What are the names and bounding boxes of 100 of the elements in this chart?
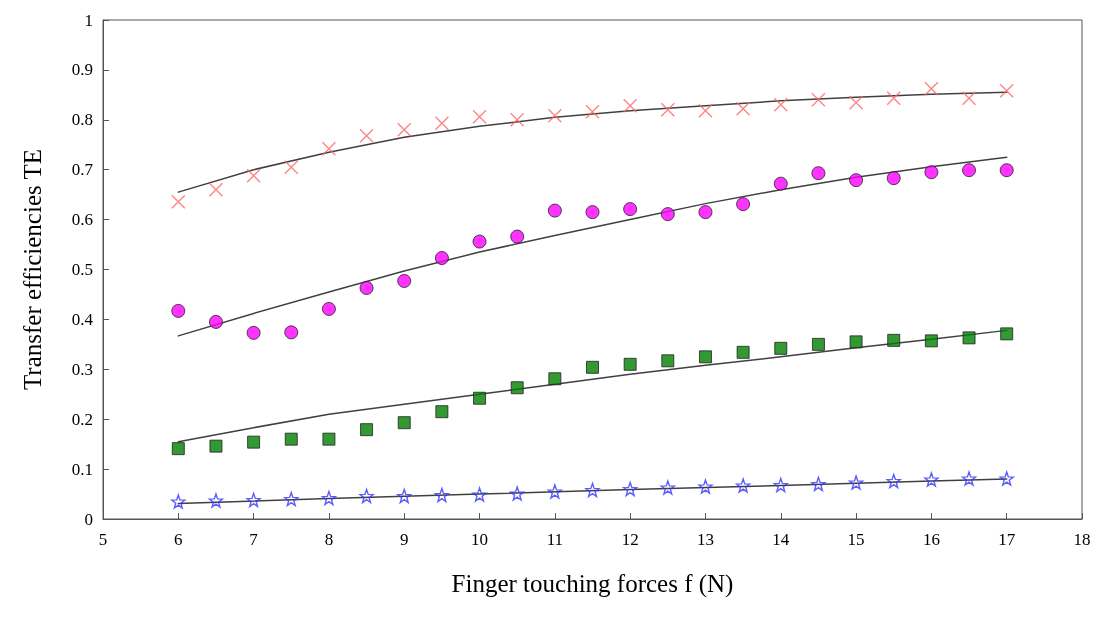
point (698, 479, 713, 494)
x-tick-label: 8 (324, 530, 334, 549)
y-tick-label: 0.8 (71, 110, 93, 130)
y-tick-label: 0.9 (71, 60, 93, 80)
point (622, 98, 638, 114)
point (811, 337, 825, 351)
point (171, 494, 186, 509)
point (660, 102, 676, 118)
point (999, 83, 1014, 99)
x-tick-label: 11 (546, 530, 564, 549)
point (284, 325, 299, 340)
point (924, 334, 938, 348)
point (321, 490, 337, 506)
point (774, 341, 788, 355)
point (510, 229, 525, 244)
point (999, 471, 1014, 486)
point (246, 168, 261, 183)
x-tick-label: 15 (847, 530, 865, 549)
y-tick-label: 0.2 (71, 409, 93, 429)
point (472, 234, 487, 249)
point (736, 197, 751, 212)
point (171, 442, 185, 456)
point (660, 480, 676, 495)
point (698, 350, 712, 364)
x-tick-label: 18 (1073, 530, 1091, 549)
point (585, 482, 600, 498)
y-tick-label: 0.1 (71, 459, 93, 479)
point (735, 101, 751, 117)
point (999, 163, 1014, 178)
point (548, 372, 562, 386)
y-tick-label: 0.7 (71, 160, 94, 180)
point (773, 97, 788, 113)
point (924, 81, 939, 97)
point (623, 202, 638, 217)
point (397, 488, 412, 504)
y-tick-label: 0 (84, 509, 93, 529)
point (509, 486, 525, 501)
point (547, 203, 562, 218)
x-tick-label: 16 (922, 530, 940, 549)
x-tick-label: 13 (696, 530, 714, 549)
line-series (177, 91, 1008, 193)
point (359, 128, 374, 143)
y-axis-title: Transfer efficiencies TE (19, 148, 46, 391)
point (434, 487, 450, 503)
point (924, 165, 939, 180)
point (961, 471, 977, 486)
point (208, 182, 224, 197)
point (473, 391, 487, 405)
point (397, 122, 412, 137)
point (586, 360, 599, 374)
point (585, 104, 600, 120)
point (284, 160, 299, 175)
point (247, 435, 261, 449)
point (208, 493, 224, 508)
point (171, 303, 186, 318)
point (284, 491, 299, 507)
point (284, 432, 298, 446)
point (1000, 327, 1014, 341)
x-tick-label: 9 (399, 530, 409, 549)
point (359, 280, 374, 295)
y-tick-label: 0.5 (71, 260, 93, 279)
point (322, 432, 336, 446)
point (397, 416, 411, 430)
point (510, 381, 524, 395)
point (811, 476, 826, 492)
point (886, 473, 901, 489)
point (435, 405, 449, 419)
point (661, 354, 675, 368)
point (660, 207, 675, 222)
point (962, 163, 977, 178)
point (848, 95, 864, 111)
x-tick-label: 10 (471, 530, 489, 549)
point (472, 487, 487, 502)
point (736, 345, 750, 359)
point (359, 488, 374, 504)
point (698, 103, 713, 119)
point (472, 109, 487, 125)
point (887, 333, 901, 347)
y-tick-label: 0.4 (71, 309, 94, 329)
x-tick-label: 14 (772, 530, 790, 549)
x-axis-title: Finger touching forces f (N) (451, 570, 734, 598)
x-tick-label: 5 (98, 530, 108, 549)
point (360, 423, 374, 437)
point (246, 492, 261, 508)
point (321, 301, 336, 316)
x-tick-label: 6 (174, 530, 183, 549)
point (171, 194, 186, 209)
x-tick-label: 12 (621, 530, 639, 549)
point (698, 205, 713, 220)
point (209, 439, 223, 453)
point (773, 176, 788, 191)
point (811, 166, 826, 181)
point (924, 472, 939, 487)
point (585, 205, 600, 220)
y-tick-label: 0.3 (71, 359, 93, 379)
x-tick-label: 7 (249, 530, 259, 549)
point (773, 477, 788, 493)
point (886, 91, 901, 106)
point (848, 475, 864, 490)
point (434, 116, 450, 131)
